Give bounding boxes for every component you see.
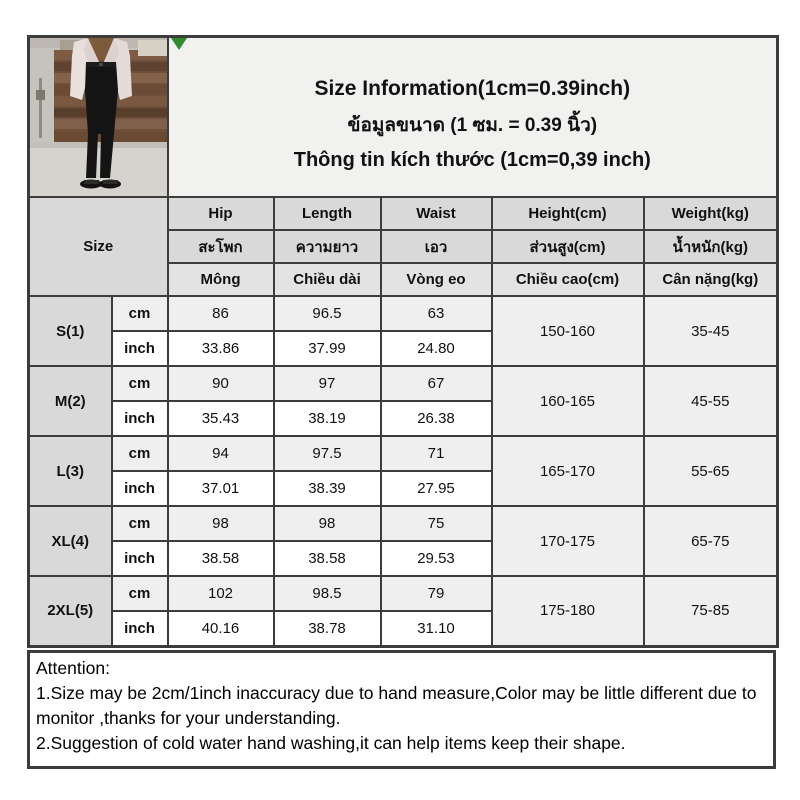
cell-xl-length-cm: 98 xyxy=(272,505,382,542)
cell-s-length-cm: 96.5 xyxy=(272,295,382,332)
cell-s-height: 150-160 xyxy=(490,295,645,367)
cell-xl-waist-cm: 75 xyxy=(379,505,493,542)
cell-xl-weight: 65-75 xyxy=(642,505,779,577)
attention-notes-box: Attention: 1.Size may be 2cm/1inch inacc… xyxy=(27,649,776,769)
cell-m-waist-cm: 67 xyxy=(379,365,493,402)
size-label-2xl: 2XL(5) xyxy=(27,575,113,647)
col-header-length-th: ความยาว xyxy=(272,229,382,264)
col-header-weight-th: น้ำหนัก(kg) xyxy=(642,229,779,264)
size-label-l: L(3) xyxy=(27,435,113,507)
col-header-weight-en: Weight(kg) xyxy=(642,196,779,231)
cell-m-weight: 45-55 xyxy=(642,365,779,437)
size-column-header: Size xyxy=(27,196,169,297)
unit-cell-inch: inch xyxy=(110,470,169,507)
size-label-s: S(1) xyxy=(27,295,113,367)
cell-m-hip-cm: 90 xyxy=(166,365,275,402)
table-row-xl-cm: XL(4) cm 98 98 75 170-175 65-75 xyxy=(27,505,779,577)
cell-xl-height: 170-175 xyxy=(490,505,645,577)
col-header-weight-vi: Cân nặng(kg) xyxy=(642,262,779,297)
col-header-waist-vi: Vòng eo xyxy=(379,262,493,297)
table-row-s-cm: S(1) cm 86 96.5 63 150-160 35-45 xyxy=(27,295,779,367)
cell-2xl-hip-cm: 102 xyxy=(166,575,275,612)
table-row-2xl-cm: 2XL(5) cm 102 98.5 79 175-180 75-85 xyxy=(27,575,779,647)
unit-cell-inch: inch xyxy=(110,610,169,647)
cell-m-length-cm: 97 xyxy=(272,365,382,402)
attention-note-1: 1.Size may be 2cm/1inch inaccuracy due t… xyxy=(36,682,757,728)
cell-xl-length-inch: 38.58 xyxy=(272,540,382,577)
title-english: Size Information(1cm=0.39inch) xyxy=(314,76,631,100)
size-chart-sheet: Size Information(1cm=0.39inch) ข้อมูลขนา… xyxy=(27,35,780,769)
col-header-hip-en: Hip xyxy=(166,196,275,231)
table-row-m-inch: inch 35.43 38.19 26.38 xyxy=(29,400,778,437)
product-photo xyxy=(27,35,169,198)
cell-s-waist-inch: 24.80 xyxy=(379,330,493,367)
cell-l-waist-cm: 71 xyxy=(379,435,493,472)
col-header-waist-en: Waist xyxy=(379,196,493,231)
unit-cell-inch: inch xyxy=(110,400,169,437)
cell-2xl-hip-inch: 40.16 xyxy=(166,610,275,647)
unit-cell-cm: cm xyxy=(110,505,169,542)
size-info-title-block: Size Information(1cm=0.39inch) ข้อมูลขนา… xyxy=(166,35,779,198)
cell-2xl-weight: 75-85 xyxy=(642,575,779,647)
unit-cell-cm: cm xyxy=(110,435,169,472)
col-header-length-vi: Chiều dài xyxy=(272,262,382,297)
attention-note-2: 2.Suggestion of cold water hand washing,… xyxy=(36,732,626,753)
table-row-xl-inch: inch 38.58 38.58 29.53 xyxy=(29,540,778,577)
col-header-hip-vi: Mông xyxy=(166,262,275,297)
cell-s-length-inch: 37.99 xyxy=(272,330,382,367)
title-thai: ข้อมูลขนาด (1 ซม. = 0.39 นิ้ว) xyxy=(347,114,598,136)
cell-xl-hip-inch: 38.58 xyxy=(166,540,275,577)
col-header-hip-th: สะโพก xyxy=(166,229,275,264)
unit-cell-cm: cm xyxy=(110,575,169,612)
table-row-l-inch: inch 37.01 38.39 27.95 xyxy=(29,470,778,507)
cell-l-waist-inch: 27.95 xyxy=(379,470,493,507)
green-corner-badge-icon xyxy=(170,38,187,50)
cell-xl-waist-inch: 29.53 xyxy=(379,540,493,577)
size-label-m: M(2) xyxy=(27,365,113,437)
cell-s-hip-cm: 86 xyxy=(166,295,275,332)
cell-l-height: 165-170 xyxy=(490,435,645,507)
cell-2xl-length-inch: 38.78 xyxy=(272,610,382,647)
attention-heading: Attention: xyxy=(36,657,110,678)
table-row-s-inch: inch 33.86 37.99 24.80 xyxy=(29,330,778,367)
col-header-height-vi: Chiều cao(cm) xyxy=(490,262,645,297)
title-vietnamese: Thông tin kích thước (1cm=0,39 inch) xyxy=(293,148,651,171)
product-photo-illustration xyxy=(30,38,166,196)
cell-s-weight: 35-45 xyxy=(642,295,779,367)
unit-cell-inch: inch xyxy=(110,330,169,367)
cell-m-hip-inch: 35.43 xyxy=(166,400,275,437)
cell-l-weight: 55-65 xyxy=(642,435,779,507)
cell-l-length-inch: 38.39 xyxy=(272,470,382,507)
table-row-l-cm: L(3) cm 94 97.5 71 165-170 55-65 xyxy=(27,435,779,507)
cell-2xl-height: 175-180 xyxy=(490,575,645,647)
cell-l-hip-inch: 37.01 xyxy=(166,470,275,507)
cell-s-waist-cm: 63 xyxy=(379,295,493,332)
size-label-xl: XL(4) xyxy=(27,505,113,577)
table-row-2xl-inch: inch 40.16 38.78 31.10 xyxy=(29,610,778,647)
cell-m-length-inch: 38.19 xyxy=(272,400,382,437)
cell-l-length-cm: 97.5 xyxy=(272,435,382,472)
cell-xl-hip-cm: 98 xyxy=(166,505,275,542)
cell-2xl-waist-inch: 31.10 xyxy=(379,610,493,647)
col-header-height-th: ส่วนสูง(cm) xyxy=(490,229,645,264)
col-header-height-en: Height(cm) xyxy=(490,196,645,231)
table-row-m-cm: M(2) cm 90 97 67 160-165 45-55 xyxy=(27,365,779,437)
cell-l-hip-cm: 94 xyxy=(166,435,275,472)
unit-cell-inch: inch xyxy=(110,540,169,577)
cell-2xl-waist-cm: 79 xyxy=(379,575,493,612)
cell-m-height: 160-165 xyxy=(490,365,645,437)
unit-cell-cm: cm xyxy=(110,295,169,332)
col-header-length-en: Length xyxy=(272,196,382,231)
unit-cell-cm: cm xyxy=(110,365,169,402)
size-table: Size Information(1cm=0.39inch) ข้อมูลขนา… xyxy=(27,35,780,648)
cell-s-hip-inch: 33.86 xyxy=(166,330,275,367)
col-header-waist-th: เอว xyxy=(379,229,493,264)
cell-m-waist-inch: 26.38 xyxy=(379,400,493,437)
cell-2xl-length-cm: 98.5 xyxy=(272,575,382,612)
